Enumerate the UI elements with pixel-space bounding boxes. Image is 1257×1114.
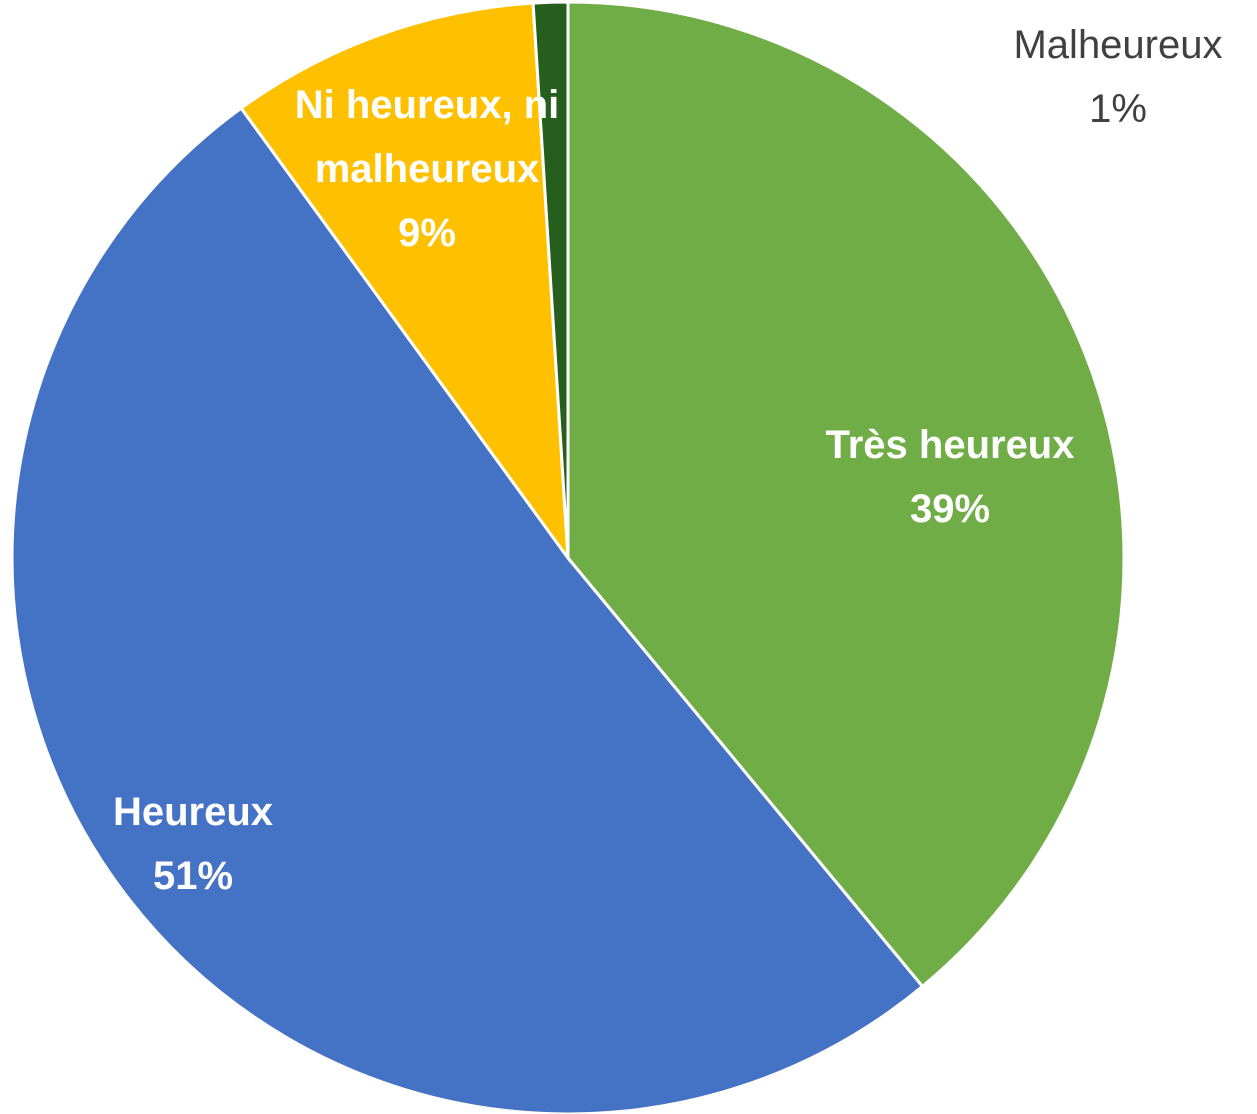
data-label: Heureux 51%: [43, 780, 343, 908]
data-label: Très heureux 39%: [750, 413, 1150, 541]
pie-slice: [239, 1, 570, 564]
value-label: 9%: [398, 211, 456, 255]
category-label: Ni heureux, ni malheureux: [294, 83, 560, 191]
data-label: Malheureux 1%: [968, 13, 1257, 141]
category-label: Très heureux: [825, 423, 1075, 467]
value-label: 51%: [152, 854, 234, 898]
category-label: Malheureux: [1013, 23, 1223, 67]
value-label: 39%: [909, 487, 991, 531]
data-label: Ni heureux, ni malheureux 9%: [262, 73, 592, 265]
pie-slice: [10, 106, 925, 1114]
value-label: 1%: [1089, 87, 1147, 131]
category-label: Heureux: [112, 790, 274, 834]
pie-slice: [566, 0, 1126, 989]
pie-slice: [531, 0, 570, 559]
